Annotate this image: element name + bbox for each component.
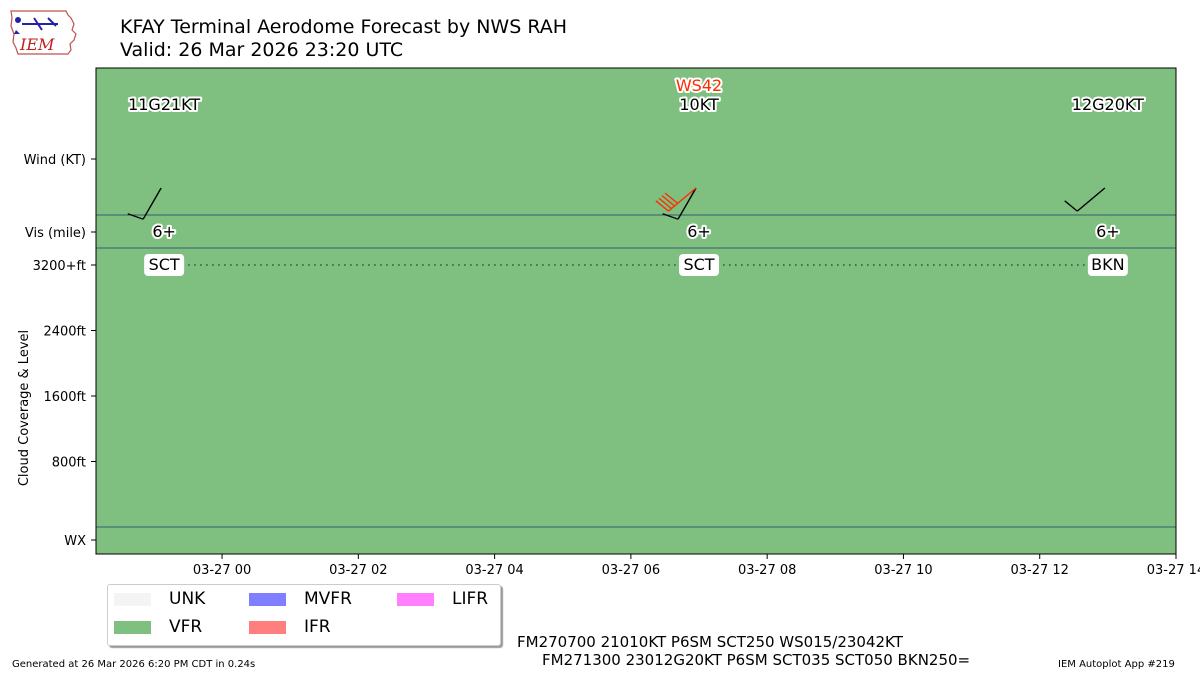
x-tick-label: 03-27 06 xyxy=(602,563,660,578)
wind-barb-staff xyxy=(1076,187,1106,212)
wind-label: 10KT xyxy=(679,95,719,114)
legend-label-unk: UNK xyxy=(169,589,206,609)
cloud-coverage-label: SCT xyxy=(149,255,180,274)
legend-label-ifr: IFR xyxy=(304,617,331,637)
legend-item-unk: UNK xyxy=(114,589,205,609)
wind-label: 11G21KT xyxy=(128,95,200,114)
logo-text: IEM xyxy=(19,35,55,54)
generated-timestamp: Generated at 26 Mar 2026 6:20 PM CDT in … xyxy=(12,659,256,670)
autoplot-app-label: IEM Autoplot App #219 xyxy=(1058,659,1175,670)
visibility-label: 6+ xyxy=(152,222,176,241)
y-axis-label-cloud: Cloud Coverage & Level xyxy=(17,330,32,486)
x-tick-label: 03-27 10 xyxy=(874,563,932,578)
y-label-cloud-level: 2400ft xyxy=(43,325,86,340)
legend: UNK VFR MVFR IFR LIFR xyxy=(107,584,501,646)
cloud-coverage-label: SCT xyxy=(683,255,714,274)
plot-area-vfr xyxy=(96,68,1176,554)
taf-line-1: FM270700 21010KT P6SM SCT250 WS015/23042… xyxy=(517,633,903,651)
wind-barb-barb xyxy=(662,213,679,220)
legend-swatch-unk xyxy=(114,592,151,606)
x-tick-label: 03-27 00 xyxy=(193,563,251,578)
legend-swatch-mvfr xyxy=(249,592,286,606)
legend-label-vfr: VFR xyxy=(169,617,203,637)
x-tick-label: 03-27 04 xyxy=(465,563,523,578)
y-label-cloud-level: 800ft xyxy=(52,456,86,471)
y-label-vis: Vis (mile) xyxy=(25,226,86,241)
wind-shear-barb-barb xyxy=(658,197,672,210)
wind-shear-label: WS42 xyxy=(676,76,722,95)
wind-shear-barb-barb xyxy=(664,192,679,204)
legend-label-mvfr: MVFR xyxy=(304,589,352,609)
x-tick-label: 03-27 14 xyxy=(1147,563,1200,578)
wind-shear-barb-barb xyxy=(655,200,669,212)
cloud-coverage-box xyxy=(144,254,185,276)
y-label-wind: Wind (KT) xyxy=(24,153,86,168)
cloud-coverage-box xyxy=(679,254,720,276)
legend-item-ifr: IFR xyxy=(249,617,331,637)
legend-swatch-lifr xyxy=(397,592,434,606)
legend-item-lifr: LIFR xyxy=(397,589,488,609)
wind-label: 12G20KT xyxy=(1072,95,1144,114)
wind-barb-barb xyxy=(127,213,144,220)
legend-label-lifr: LIFR xyxy=(452,589,489,609)
x-tick-label: 03-27 12 xyxy=(1010,563,1068,578)
visibility-label: 6+ xyxy=(687,222,711,241)
wind-barb-barb xyxy=(1064,200,1078,212)
iem-logo: IEM xyxy=(8,6,80,62)
chart-valid-time: Valid: 26 Mar 2026 23:20 UTC xyxy=(120,39,404,61)
legend-swatch-ifr xyxy=(249,620,286,634)
wind-barb-staff xyxy=(142,187,162,220)
legend-swatch-vfr xyxy=(114,620,151,634)
cloud-coverage-label: BKN xyxy=(1091,255,1124,274)
y-label-cloud-level: 1600ft xyxy=(43,390,86,405)
x-tick-label: 03-27 08 xyxy=(738,563,796,578)
x-tick-label: 03-27 02 xyxy=(329,563,387,578)
plot-frame xyxy=(95,67,1177,555)
legend-item-mvfr: MVFR xyxy=(249,589,352,609)
wind-barb-staff xyxy=(677,187,697,220)
y-label-cloud-level: 3200+ft xyxy=(33,259,86,274)
wind-shear-barb-staff xyxy=(668,187,697,212)
taf-line-2: FM271300 23012G20KT P6SM SCT035 SCT050 B… xyxy=(542,651,971,669)
chart-title: KFAY Terminal Aerodome Forecast by NWS R… xyxy=(120,16,568,38)
cloud-coverage-box xyxy=(1087,254,1128,276)
legend-item-vfr: VFR xyxy=(114,617,202,637)
wind-shear-barb-barb xyxy=(661,195,675,207)
y-label-wx: WX xyxy=(64,534,86,549)
visibility-label: 6+ xyxy=(1096,222,1120,241)
